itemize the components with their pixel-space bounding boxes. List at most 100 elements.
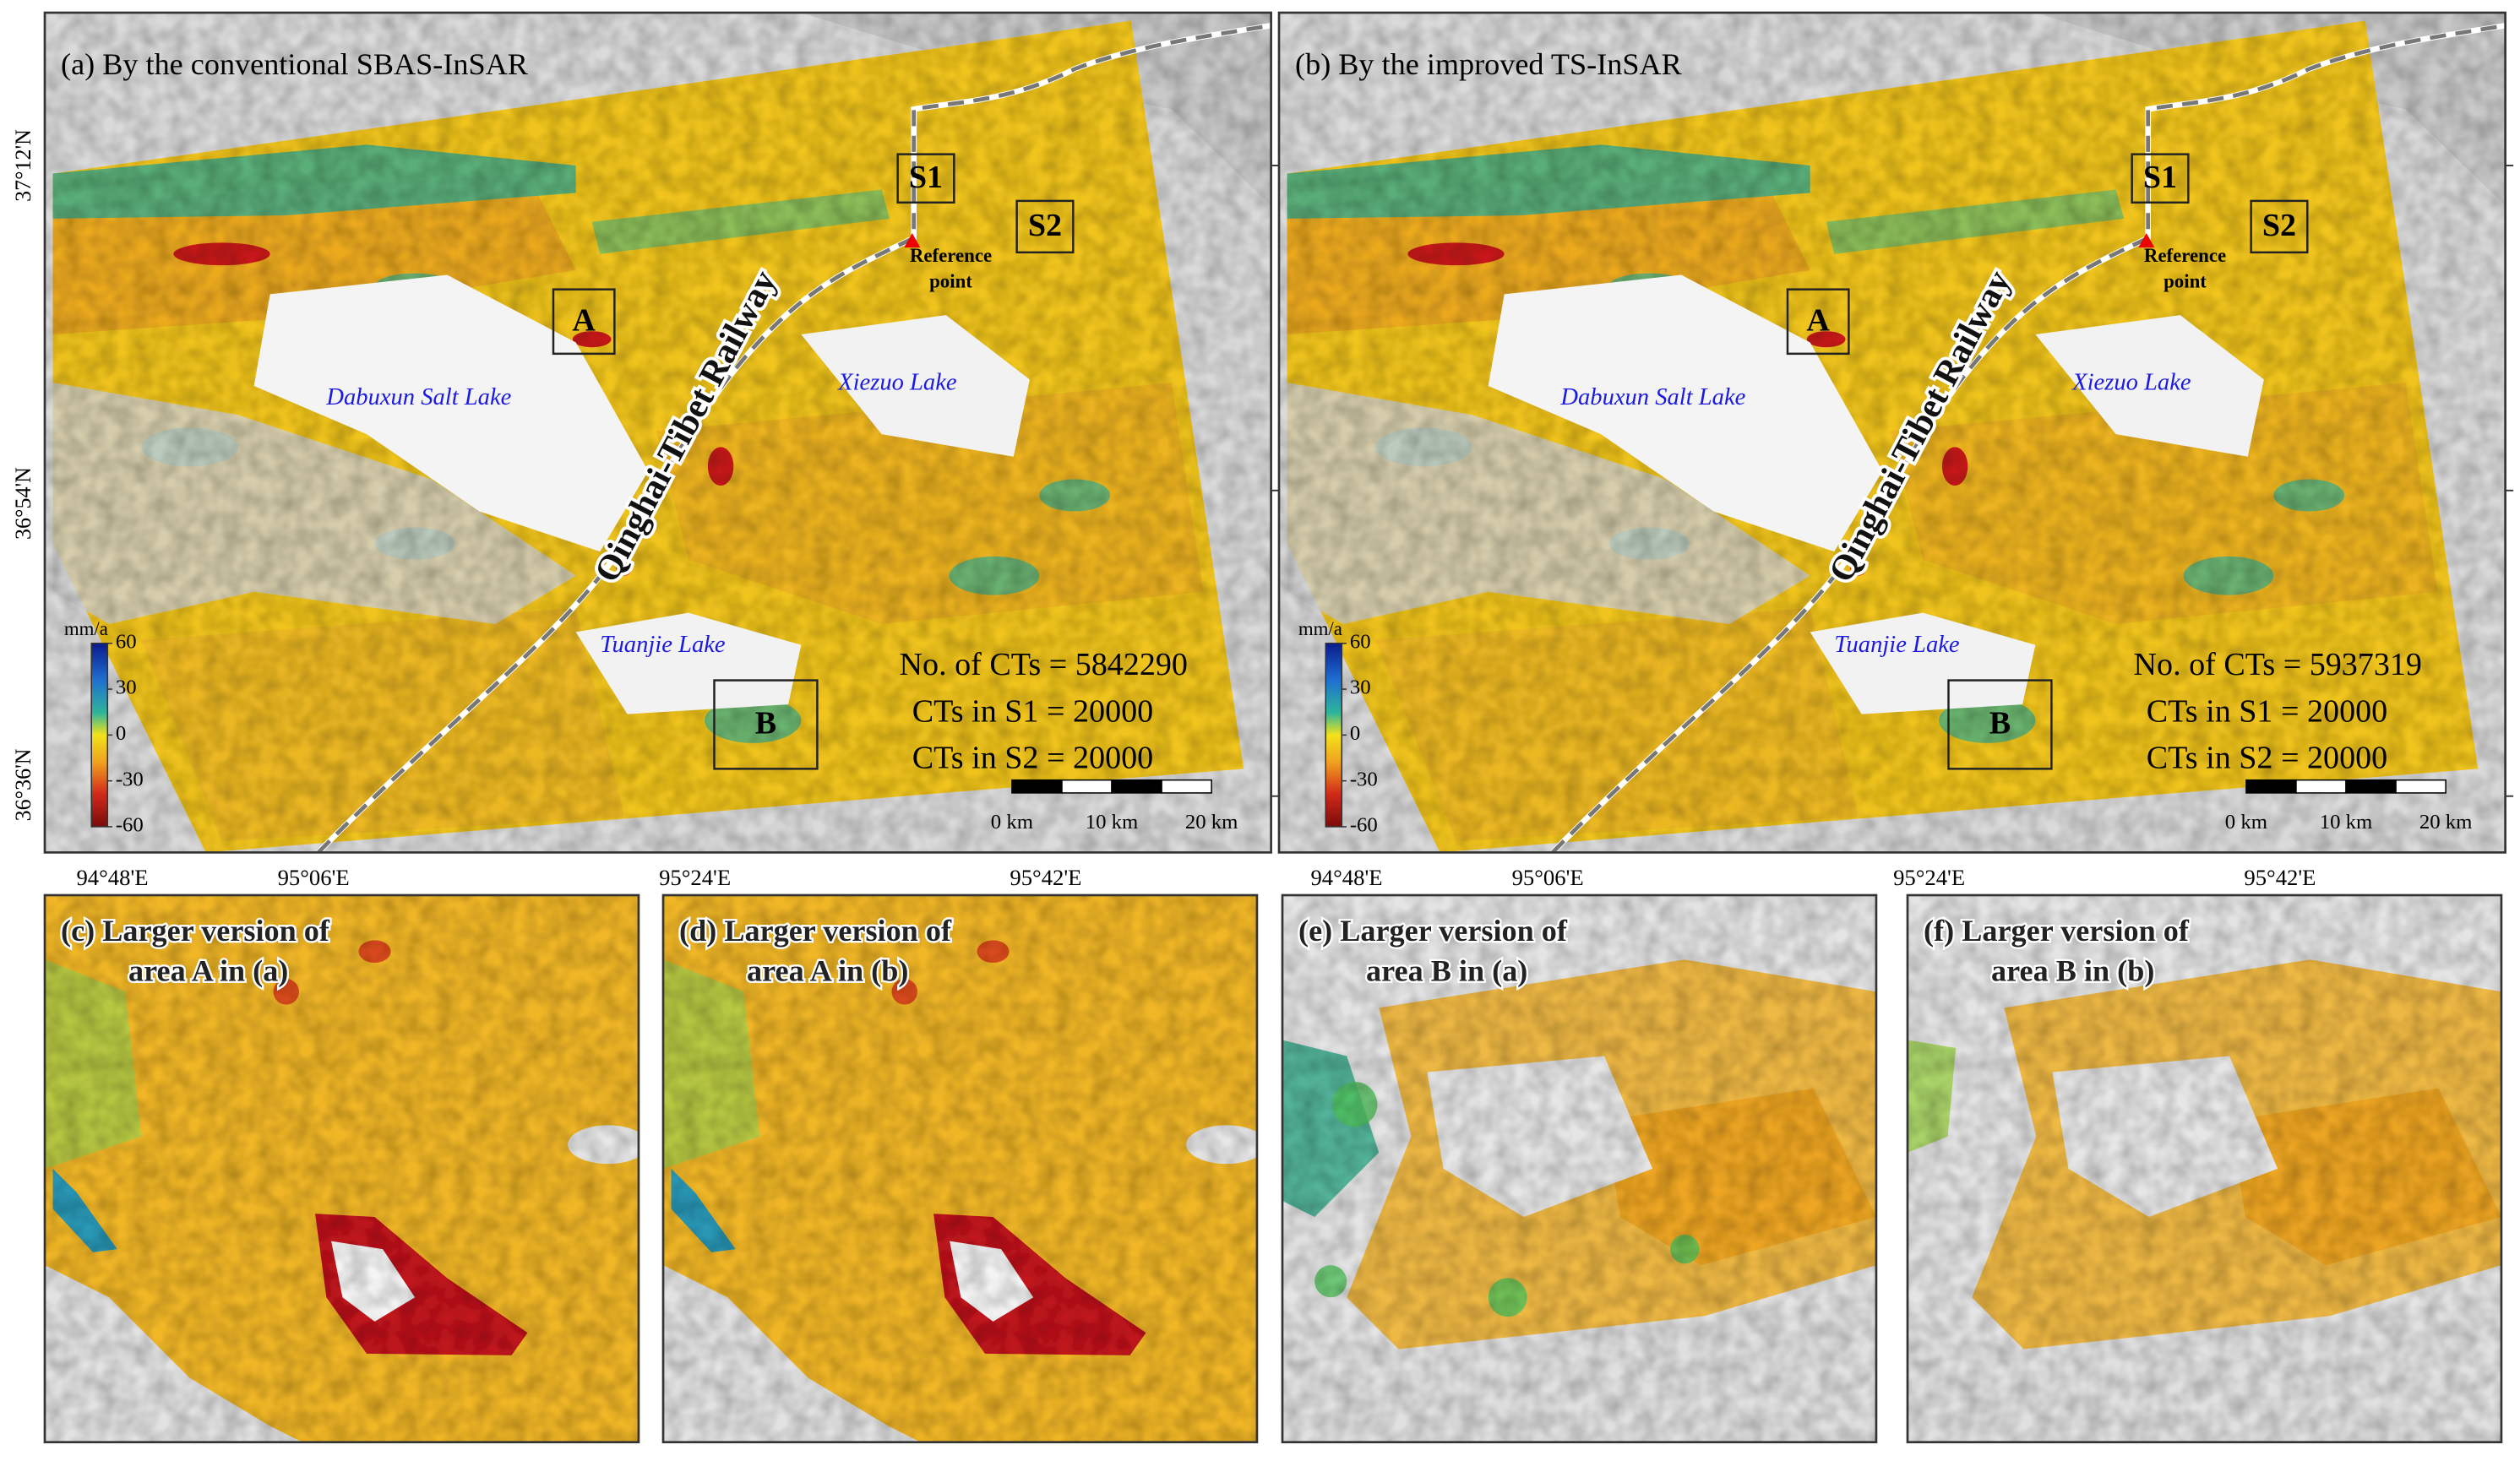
- area-label: S1: [909, 160, 943, 195]
- reference-label: Reference: [2144, 245, 2226, 266]
- zoom-title: area A in (a): [128, 954, 288, 988]
- bare-area: [1287, 383, 1810, 624]
- stat-label: CTs in S2 = 20000: [2147, 741, 2387, 776]
- salt-flat: [1488, 274, 1883, 552]
- longitude-label: 95°24'E: [1893, 865, 1965, 890]
- map-body: [45, 13, 1271, 853]
- panel-frame: [1906, 893, 2503, 1444]
- colorbar-unit: mm/a: [64, 618, 108, 639]
- colorbar-tick-label: 60: [116, 630, 137, 653]
- longitude-label: 95°24'E: [659, 865, 731, 890]
- zoom-title: area B in (a): [1366, 954, 1527, 988]
- map-body: [1279, 13, 2506, 853]
- subsidence: [1806, 331, 1846, 348]
- subsidence: [1407, 242, 1505, 266]
- green-strip: [52, 144, 576, 219]
- reference-marker: [904, 232, 921, 248]
- green-strip: [1826, 189, 2125, 254]
- scale-segment: [1161, 779, 1212, 794]
- colorbar-tick-label: 0: [1350, 722, 1360, 745]
- colorbar: [1325, 642, 1343, 828]
- lake: [1810, 612, 2036, 714]
- railway: [1551, 23, 2506, 853]
- colorbar-tick-label: 30: [116, 676, 137, 699]
- subsidence: [977, 940, 1010, 964]
- colorbar-tick-label: 0: [116, 722, 126, 745]
- green-patch: [1488, 1278, 1527, 1317]
- bare-area: [52, 383, 576, 624]
- green-patch: [1332, 1081, 1378, 1127]
- longitude-label: 95°06'E: [278, 865, 350, 890]
- green-patch: [2183, 556, 2274, 595]
- colorbar-tick-label: -60: [1350, 814, 1378, 837]
- salt-flat: [253, 274, 649, 552]
- area-label: S2: [2262, 208, 2296, 243]
- area-label: A: [572, 302, 596, 338]
- green-edge: [45, 959, 142, 1169]
- hillshade: [568, 1125, 639, 1165]
- scale-segment: [2245, 779, 2297, 794]
- green-patch: [949, 556, 1040, 595]
- area-label: B: [755, 706, 776, 741]
- green-strip: [671, 1168, 736, 1252]
- zoom-panel: (e) Larger version of area B in (a): [1281, 893, 1878, 1444]
- zoom-title: area B in (b): [1991, 954, 2154, 988]
- colorbar-tick-label: -60: [116, 814, 144, 837]
- colorbar-tick-label: 30: [1350, 676, 1371, 699]
- area-label: S1: [2143, 160, 2177, 195]
- colorbar: [90, 642, 109, 828]
- subsidence: [891, 979, 917, 1005]
- zoom-panel: (c) Larger version of area A in (a): [43, 893, 640, 1444]
- colorbar-tick-label: 60: [1350, 630, 1371, 653]
- lake-label: Xiezuo Lake: [2071, 370, 2191, 396]
- railway: [317, 23, 1271, 853]
- subsidence: [1941, 447, 1968, 486]
- panel-frame: [43, 893, 640, 1444]
- area-box: [552, 288, 616, 356]
- stat-label: No. of CTs = 5842290: [900, 647, 1188, 682]
- green-strip: [52, 1168, 117, 1252]
- scale-segment: [1061, 779, 1113, 794]
- scale-segment: [1111, 779, 1162, 794]
- hillshade: [1282, 1297, 1876, 1442]
- green-patch: [1670, 1234, 1700, 1264]
- zoom-body: [1908, 895, 2501, 1442]
- area-box: [2250, 199, 2309, 254]
- scale-label: 0 km: [991, 811, 1033, 834]
- panel-frame: [43, 11, 1272, 854]
- area-box: [1015, 199, 1075, 254]
- reference-label: point: [2163, 270, 2207, 291]
- zoom-panel: (d) Larger version of area A in (b): [661, 893, 1259, 1444]
- green-strip: [1287, 144, 1810, 219]
- reference-label: Reference: [910, 245, 992, 266]
- latitude-label: 37°12'N: [11, 129, 35, 202]
- zoom-body: [663, 895, 1257, 1442]
- scale-label: 0 km: [2225, 811, 2267, 834]
- lake: [801, 315, 1030, 457]
- orange-zone: [141, 607, 624, 842]
- scale-segment: [2295, 779, 2347, 794]
- hillshade: [1427, 1056, 1653, 1217]
- subsidence: [616, 559, 633, 576]
- coverage: [2229, 1088, 2501, 1266]
- hillshade: [2052, 1056, 2278, 1217]
- zoom-body: [45, 895, 639, 1442]
- subsidence: [173, 242, 270, 266]
- subsidence: [358, 940, 391, 964]
- zoom-title: (f) Larger version of: [1924, 914, 2190, 948]
- scale-segment: [2395, 779, 2447, 794]
- green-patch: [705, 698, 802, 743]
- subsidence: [273, 979, 299, 1005]
- lake-label: Dabuxun Salt Lake: [1559, 384, 1745, 410]
- area-label: B: [1989, 706, 2011, 741]
- stat-label: CTs in S2 = 20000: [912, 741, 1153, 776]
- lake-label: Xiezuo Lake: [837, 370, 957, 396]
- green-patch: [2273, 479, 2345, 512]
- colorbar-tick-label: -30: [1350, 768, 1378, 790]
- scale-label: 10 km: [1086, 811, 1139, 834]
- subsidence: [572, 331, 612, 348]
- latitude-label: 36°54'N: [11, 467, 35, 540]
- zoom-title: area A in (b): [747, 954, 908, 988]
- area-label: A: [1806, 302, 1830, 338]
